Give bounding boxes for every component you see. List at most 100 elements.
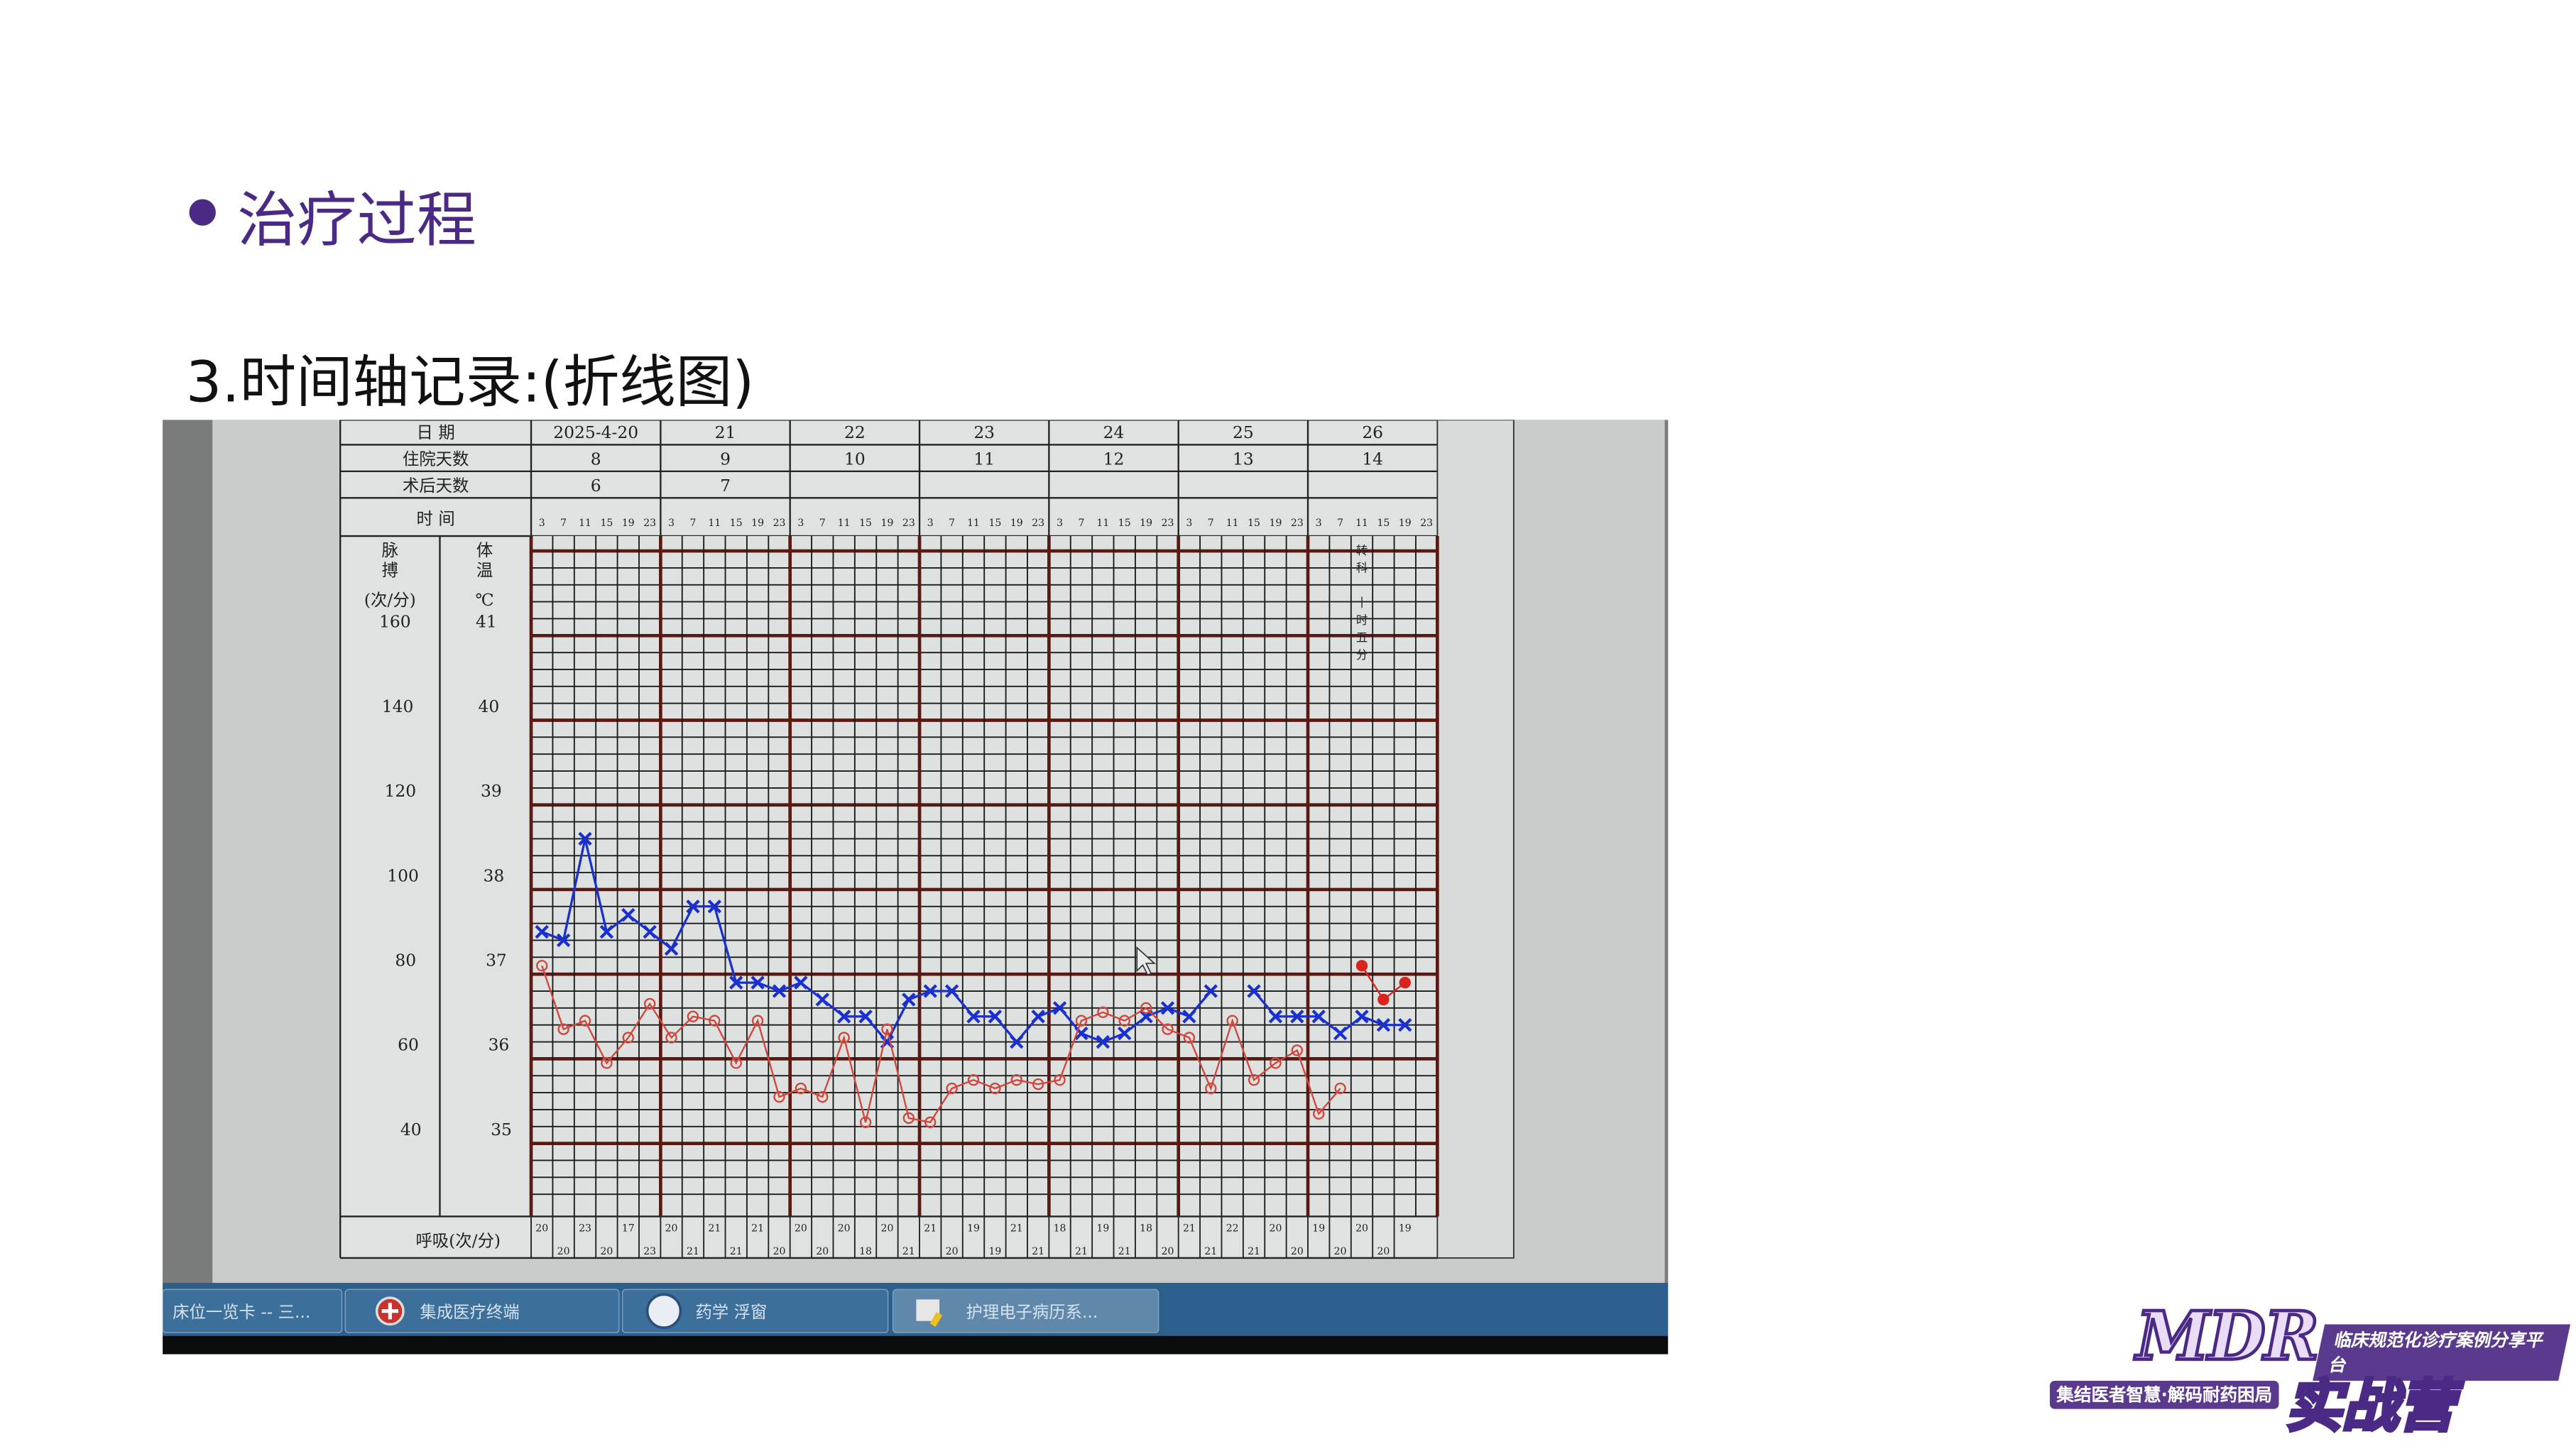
respiration-value: 21 bbox=[1118, 1246, 1131, 1257]
taskbar-item[interactable]: 床位一览卡 -- 三... bbox=[163, 1289, 343, 1333]
pulse-axis-label: 搏 bbox=[382, 560, 398, 580]
temp-point bbox=[1311, 1010, 1326, 1024]
pulse-point bbox=[601, 1057, 613, 1069]
respiration-value: 21 bbox=[1204, 1246, 1217, 1257]
pulse-point bbox=[1054, 1074, 1066, 1086]
time-tick-label: 15 bbox=[600, 518, 613, 529]
pulse-point bbox=[1183, 1032, 1196, 1044]
taskbar-button[interactable] bbox=[344, 1289, 620, 1333]
taskbar-label: 床位一览卡 -- 三... bbox=[173, 1302, 310, 1322]
respiration-value: 18 bbox=[1054, 1223, 1066, 1234]
pulse-point bbox=[1270, 1057, 1282, 1069]
time-tick-label: 23 bbox=[1162, 518, 1174, 529]
temp-point bbox=[923, 984, 937, 998]
pulse-axis-unit: (次/分) bbox=[364, 590, 416, 610]
postop-days-label: 术后天数 bbox=[403, 476, 469, 496]
temp-point bbox=[621, 908, 635, 922]
time-tick-label: 11 bbox=[1355, 518, 1368, 529]
date-cell: 22 bbox=[844, 422, 866, 442]
pulse-point bbox=[579, 1015, 591, 1027]
respiration-value: 21 bbox=[730, 1246, 743, 1257]
time-tick-label: 23 bbox=[1291, 518, 1304, 529]
taskbar-button[interactable] bbox=[163, 1289, 343, 1333]
time-tick-label: 15 bbox=[1377, 518, 1390, 529]
annotation-char: 时 bbox=[1356, 613, 1368, 627]
time-tick-label: 19 bbox=[881, 518, 894, 529]
pulse-tick-label: 160 bbox=[379, 612, 411, 632]
series-line bbox=[1252, 990, 1405, 1035]
taskbar-button[interactable] bbox=[621, 1289, 889, 1333]
time-tick-label: 11 bbox=[708, 518, 721, 529]
respiration-value: 18 bbox=[1140, 1223, 1152, 1234]
pulse-tick-label: 140 bbox=[382, 696, 414, 716]
temp-axis-label: 温 bbox=[476, 560, 493, 580]
mouse-cursor-icon bbox=[1136, 946, 1156, 976]
respiration-value: 19 bbox=[1399, 1223, 1412, 1234]
respiration-value: 20 bbox=[795, 1223, 807, 1234]
temp-tick-label: 39 bbox=[481, 781, 502, 801]
temp-point bbox=[772, 984, 787, 998]
pulse-point bbox=[1313, 1108, 1325, 1120]
respiration-value: 18 bbox=[859, 1246, 872, 1257]
respiration-value: 19 bbox=[1312, 1223, 1325, 1234]
logo-mdr: MDR bbox=[2134, 1296, 2320, 1378]
temp-point bbox=[794, 975, 808, 990]
time-tick-label: 23 bbox=[643, 518, 656, 529]
time-tick-label: 23 bbox=[902, 518, 915, 529]
taskbar-item[interactable]: 护理电子病历系... bbox=[892, 1289, 1159, 1333]
temp-point bbox=[1398, 1018, 1412, 1032]
time-tick-label: 11 bbox=[1226, 518, 1239, 529]
respiration-value: 20 bbox=[816, 1246, 829, 1257]
pulse-point bbox=[1118, 1015, 1130, 1027]
annotation-char: 分 bbox=[1356, 648, 1368, 662]
time-tick-label: 11 bbox=[579, 518, 591, 529]
pulse-point bbox=[1010, 1074, 1022, 1086]
temp-point bbox=[686, 900, 700, 914]
taskbar-item[interactable]: 集成医疗终端 bbox=[344, 1289, 620, 1333]
respiration-value: 20 bbox=[773, 1246, 786, 1257]
taskbar-label: 集成医疗终端 bbox=[420, 1302, 519, 1322]
pulse-point bbox=[859, 1116, 872, 1128]
slide-title: 治疗过程 bbox=[237, 187, 476, 256]
pulse-point bbox=[1334, 1082, 1346, 1095]
temp-point bbox=[1096, 1034, 1110, 1049]
pulse-tick-label: 100 bbox=[387, 865, 419, 885]
date-cell: 25 bbox=[1233, 422, 1254, 442]
respiration-value: 20 bbox=[946, 1246, 959, 1257]
temp-point bbox=[664, 941, 679, 956]
time-tick-label: 19 bbox=[622, 518, 635, 529]
temp-point bbox=[1010, 1034, 1024, 1049]
temp-point bbox=[535, 924, 549, 939]
taskbar-item[interactable]: 药学 浮窗 bbox=[621, 1289, 889, 1333]
time-tick-label: 3 bbox=[797, 518, 804, 529]
time-tick-label: 7 bbox=[819, 518, 826, 529]
respiration-value: 21 bbox=[708, 1223, 721, 1234]
time-label: 时 间 bbox=[417, 509, 455, 529]
date-cell: 21 bbox=[715, 422, 736, 442]
pharmacy-icon bbox=[645, 1293, 682, 1329]
respiration-value: 23 bbox=[643, 1246, 656, 1257]
time-tick-label: 3 bbox=[1057, 518, 1063, 529]
temp-point bbox=[944, 984, 959, 998]
pulse-point bbox=[751, 1015, 764, 1027]
temp-tick-label: 38 bbox=[484, 865, 505, 885]
respiration-value: 20 bbox=[600, 1246, 613, 1257]
temp-point bbox=[1204, 984, 1218, 998]
temp-point bbox=[966, 1010, 981, 1024]
temp-tick-label: 36 bbox=[489, 1035, 510, 1055]
respiration-value: 20 bbox=[535, 1223, 548, 1234]
time-tick-label: 7 bbox=[560, 518, 567, 529]
heart-rate-point bbox=[1355, 960, 1368, 972]
respiration-value: 19 bbox=[967, 1223, 980, 1234]
time-tick-label: 3 bbox=[539, 518, 545, 529]
temp-point bbox=[707, 900, 722, 914]
time-tick-label: 7 bbox=[689, 518, 696, 529]
pulse-point bbox=[1226, 1015, 1238, 1027]
temp-point bbox=[1031, 1010, 1045, 1024]
taskbar-button[interactable] bbox=[892, 1289, 1159, 1333]
temp-point bbox=[751, 975, 765, 990]
temp-point bbox=[815, 993, 829, 1007]
screen-bottom-bezel bbox=[163, 1335, 1669, 1355]
